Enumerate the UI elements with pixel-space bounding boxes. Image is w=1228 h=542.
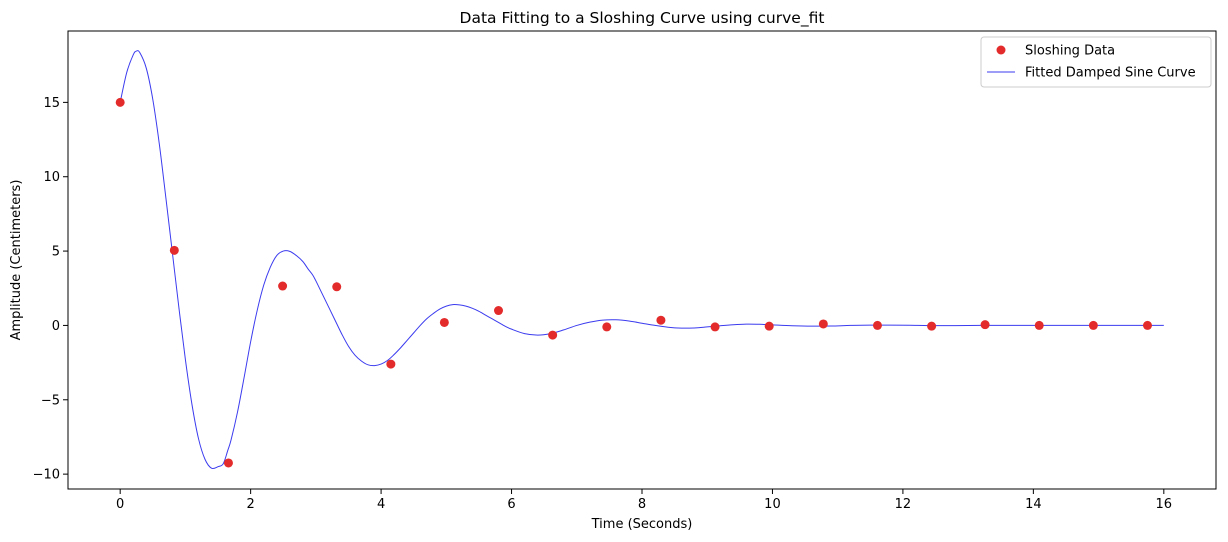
data-point [818, 319, 828, 329]
data-point [980, 320, 990, 330]
data-point [602, 322, 612, 332]
plot-layer [115, 50, 1164, 470]
legend-box [980, 36, 1212, 88]
x-tick-label: 12 [895, 497, 912, 512]
legend: Sloshing Data Fitted Damped Sine Curve [980, 36, 1212, 88]
data-point [927, 321, 937, 331]
data-point [169, 245, 179, 255]
ticks-layer: 0 2 4 6 8 10 12 14 16 −10 −5 0 5 10 15 [33, 96, 1173, 512]
data-point [1034, 320, 1044, 330]
legend-label-fitted-curve: Fitted Damped Sine Curve [1025, 66, 1196, 81]
data-point [278, 281, 288, 291]
x-tick-label: 16 [1156, 497, 1173, 512]
x-tick-label: 8 [638, 497, 646, 512]
chart-title: Data Fitting to a Sloshing Curve using c… [460, 9, 825, 28]
data-point [332, 282, 342, 292]
y-tick-label: 15 [43, 96, 60, 111]
x-tick-label: 6 [507, 497, 515, 512]
data-point [656, 315, 666, 325]
x-tick-label: 14 [1025, 497, 1042, 512]
x-tick-label: 0 [116, 497, 124, 512]
data-point [223, 458, 233, 468]
data-point [1143, 320, 1153, 330]
y-tick-label: 0 [52, 319, 60, 334]
y-tick-label: −5 [41, 393, 60, 408]
x-axis-title: Time (Seconds) [591, 517, 693, 532]
data-point [494, 306, 503, 316]
data-point [710, 322, 720, 332]
data-point [548, 330, 558, 340]
x-tick-label: 4 [377, 497, 385, 512]
data-point [115, 97, 125, 107]
data-point [764, 321, 774, 331]
data-point [386, 359, 396, 369]
y-tick-label: −10 [33, 468, 60, 483]
legend-marker-sloshing-data [996, 45, 1006, 55]
x-tick-label: 2 [246, 497, 254, 512]
legend-label-sloshing-data: Sloshing Data [1025, 44, 1115, 59]
x-tick-label: 10 [764, 497, 781, 512]
y-axis-title: Amplitude (Centimeters) [9, 180, 24, 341]
data-point [872, 320, 882, 330]
data-point [1088, 320, 1098, 330]
y-tick-label: 10 [43, 170, 60, 185]
y-tick-label: 5 [52, 245, 60, 260]
data-point [439, 317, 449, 327]
